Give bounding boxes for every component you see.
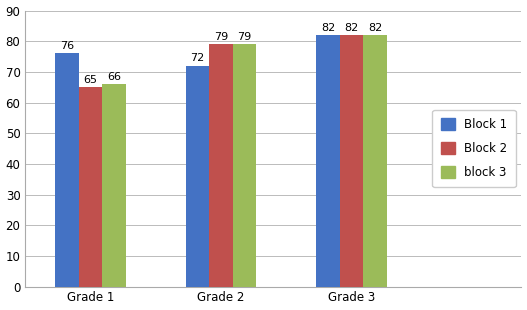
Text: 82: 82 [368,23,382,33]
Text: 82: 82 [321,23,335,33]
Bar [209,44,233,286]
Legend: Block 1, Block 2, block 3: Block 1, Block 2, block 3 [432,110,515,187]
Text: 79: 79 [214,32,228,42]
Bar [233,44,257,286]
Text: 82: 82 [345,23,359,33]
Bar [316,35,340,286]
Bar [186,66,209,286]
Bar [79,87,102,286]
Text: 79: 79 [238,32,252,42]
Bar [340,35,364,286]
Bar [102,84,126,286]
Text: 66: 66 [107,72,121,82]
Text: 76: 76 [60,41,74,51]
Bar [364,35,387,286]
Text: 65: 65 [84,75,97,85]
Text: 72: 72 [191,53,205,63]
Bar [55,54,79,286]
